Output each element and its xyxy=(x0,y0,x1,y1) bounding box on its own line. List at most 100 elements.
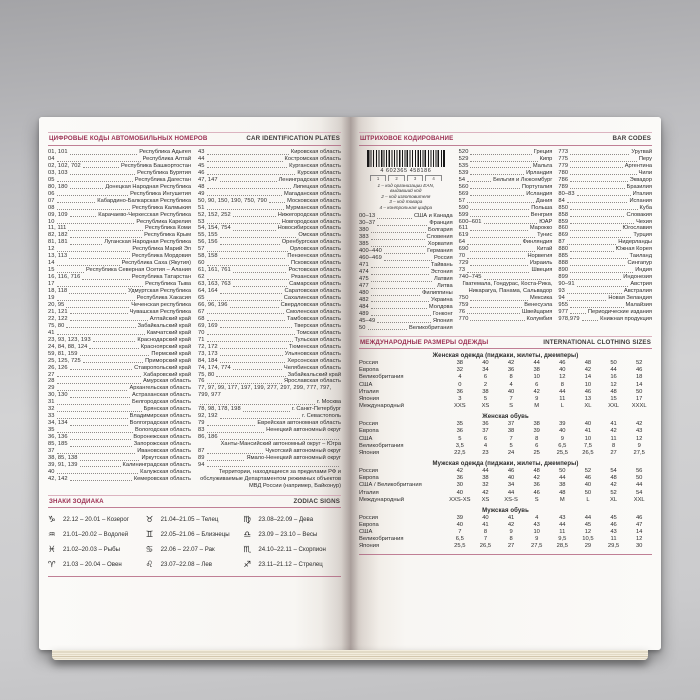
leader-dots xyxy=(566,243,617,245)
size-cell: 41 xyxy=(584,428,592,435)
size-cell: 32 xyxy=(456,367,464,374)
entry-region: Тульская область xyxy=(294,336,342,343)
size-row-label: Европа xyxy=(359,521,379,528)
leader-dots xyxy=(206,278,290,280)
size-row: США 0 2 4 6 8 10 12 14 xyxy=(359,382,652,389)
code-entry: 05 Республика Дагестан xyxy=(48,177,191,184)
code-entry: 01, 101 Республика Адыгея xyxy=(48,149,191,156)
entry-region: Тверская область xyxy=(294,322,341,329)
size-row-label: Россия xyxy=(359,360,379,367)
size-cell: 47 xyxy=(635,521,643,528)
entry-country: Болгария xyxy=(428,227,453,234)
size-cell: 4 xyxy=(535,514,539,521)
entry-code: 61, 161, 761 xyxy=(198,267,231,274)
entry-country: Израиль xyxy=(529,260,553,267)
size-cell: 38 xyxy=(482,388,489,395)
size-cell: 39 xyxy=(533,428,540,435)
entry-country: Венгрия xyxy=(530,211,553,218)
entry-region: Территории, находящиеся за пределами РФ … xyxy=(200,468,341,489)
entry-country: Югославия xyxy=(622,225,653,232)
entry-code: 66, 96, 196 xyxy=(198,301,228,308)
size-cell: 45 xyxy=(584,521,592,528)
leader-dots xyxy=(269,202,286,204)
entry-code: 79 xyxy=(198,420,205,427)
code-entry: 520 Греция xyxy=(459,149,553,156)
entry-code: 48 xyxy=(198,183,205,190)
entry-region: Камчатский край xyxy=(146,329,191,336)
code-entry: 65 Сахалинская область xyxy=(198,295,341,302)
zodiac-sign-row: ♊ 22.05–21.06 – Близнецы xyxy=(146,527,244,542)
entry-region: Калининградская область xyxy=(122,461,192,468)
leader-dots xyxy=(69,396,130,398)
code-entry: 56, 156 Оренбургская область xyxy=(198,239,341,246)
leader-dots xyxy=(206,209,284,211)
leader-dots xyxy=(370,231,427,233)
entry-code: 471 xyxy=(359,262,369,269)
size-cell: XXXL xyxy=(631,403,647,410)
size-cell: 50 xyxy=(635,475,643,482)
entry-region: г. Севастополь xyxy=(302,413,341,420)
zodiac-sign-row: ♈ 21.03 – 20.04 – Овен xyxy=(48,557,146,572)
size-cell: 38 xyxy=(559,482,566,489)
size-cell: 34 xyxy=(507,482,515,489)
right-page: ШТРИХОВОЕ КОДИРОВАНИЕ BAR CODES 4 602365… xyxy=(350,117,661,650)
entry-code: 460–469 xyxy=(359,255,382,262)
entry-region: Калужская область xyxy=(140,468,191,475)
zodiac-column-2: ♉ 21.04–21.05 – Телец ♊ 22.05–21.06 – Бл… xyxy=(146,512,244,572)
entry-country: Куба xyxy=(639,204,653,211)
leader-dots xyxy=(370,280,433,282)
entry-region: Кабардино-Балкарская Республика xyxy=(97,197,191,204)
entry-country: Франция xyxy=(429,220,453,227)
entry-code: 45 xyxy=(198,162,205,169)
entry-country: Ирландия xyxy=(526,169,553,176)
entry-code: 16, 116, 716 xyxy=(48,274,81,281)
code-entry: 60 Псковская область xyxy=(198,260,341,267)
leader-dots xyxy=(69,153,138,155)
entry-code: 75, 80 xyxy=(48,322,65,329)
code-entry: 471 Тайвань xyxy=(359,262,453,269)
entry-region: Костромская область xyxy=(284,155,342,162)
code-entry: 31 Белгородская область xyxy=(48,399,191,406)
leader-dots xyxy=(69,174,136,176)
size-row: Великобритания 4 6 8 10 12 14 16 18 xyxy=(359,374,652,381)
zodiac-sign-row: ♍ 23.08–22.09 – Дева xyxy=(243,512,341,527)
entry-country: Испания xyxy=(629,197,653,204)
entry-code: 880 xyxy=(558,246,569,253)
leader-dots xyxy=(56,383,141,385)
code-entry: 76 Ярославская область xyxy=(198,378,341,385)
leader-dots xyxy=(467,202,534,204)
zodiac-sign-icon: ♌ xyxy=(145,559,154,570)
entry-country: Словакия xyxy=(626,211,653,218)
zodiac-sign-dates: 23.07–22.08 – Лев xyxy=(160,561,212,569)
barcodes-title-ru: ШТРИХОВОЕ КОДИРОВАНИЕ xyxy=(360,135,454,142)
size-cell: 0 xyxy=(458,381,462,388)
leader-dots xyxy=(383,259,433,261)
entry-region: Ленинградская область xyxy=(278,176,341,183)
entry-region: Запорожская область xyxy=(133,441,191,448)
entry-country: Сингапур xyxy=(627,260,653,267)
entry-code: 786 xyxy=(558,176,569,183)
leader-dots xyxy=(206,160,283,162)
entry-code: 750 xyxy=(458,295,469,302)
leader-dots xyxy=(470,230,528,232)
entry-country: Периодические издания xyxy=(587,308,653,315)
entry-region: Карачаево-Черкесская Республика xyxy=(98,211,191,218)
entry-region: Ростовская область xyxy=(288,267,341,274)
leader-dots xyxy=(56,410,142,412)
book-page-edges xyxy=(52,650,648,660)
entry-country: Кипр xyxy=(539,155,553,162)
code-entry: 75, 80 Забайкальский край xyxy=(48,323,191,330)
entry-country: Индия xyxy=(635,267,653,274)
size-cell: 8 xyxy=(611,442,616,449)
code-entry: 54, 154, 754 Новосибирская область xyxy=(198,225,341,232)
entry-code: 90–91 xyxy=(558,281,575,288)
entry-region: Курганская область xyxy=(289,162,341,169)
entry-code: 53 xyxy=(198,218,205,225)
size-cell: 36 xyxy=(507,367,515,374)
code-entry: 13, 113 Республика Мордовия xyxy=(48,253,191,260)
size-cell: 43 xyxy=(635,428,643,435)
code-entry: 890 Индия xyxy=(558,267,652,274)
size-cell: 30 xyxy=(635,543,643,550)
barcode-marker: 1 xyxy=(369,174,387,181)
